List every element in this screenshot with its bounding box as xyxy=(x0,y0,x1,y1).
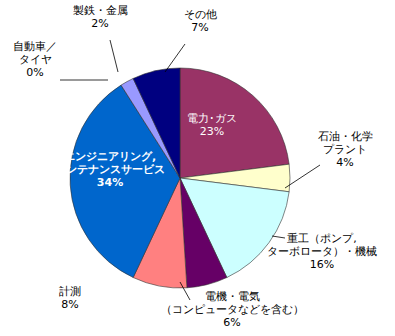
svg-text:その他7%: その他7% xyxy=(184,8,217,34)
svg-text:計測8%: 計測8% xyxy=(59,285,81,311)
svg-text:重工（ポンプ,ターボロータ）・機械16%: 重工（ポンプ,ターボロータ）・機械16% xyxy=(267,232,377,271)
svg-text:石油・化学プラント4%: 石油・化学プラント4% xyxy=(318,130,373,169)
svg-text:エンジニアリング,メンテナンスサービス34%: エンジニアリング,メンテナンスサービス34% xyxy=(55,150,165,189)
svg-text:電力･ガス23%: 電力･ガス23% xyxy=(187,112,237,138)
svg-text:電機・電気（コンピュータなどを含む）6%: 電機・電気（コンピュータなどを含む）6% xyxy=(161,290,304,329)
svg-text:自動車／タイヤ0%: 自動車／タイヤ0% xyxy=(13,40,57,79)
svg-text:製鉄・金属2%: 製鉄・金属2% xyxy=(73,4,128,30)
